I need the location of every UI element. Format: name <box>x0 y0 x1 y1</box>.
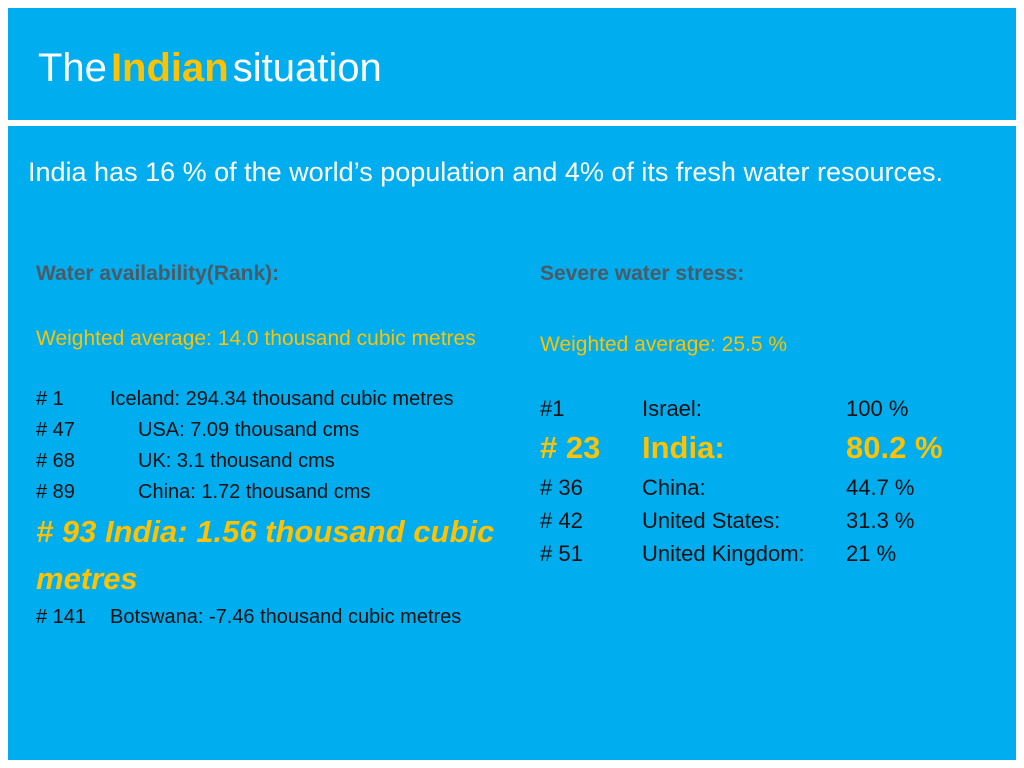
stress-rank: # 51 <box>540 541 583 566</box>
content-box: India has 16 % of the world’s population… <box>8 126 1016 760</box>
availability-text: UK: 3.1 thousand cms <box>138 450 335 472</box>
title-pre: The <box>38 46 107 90</box>
stress-rank: # 36 <box>540 475 583 500</box>
availability-row: # 89 China: 1.72 thousand cms <box>36 477 506 508</box>
availability-rank: # 1 <box>36 388 64 410</box>
availability-row: # 141 Botswana: -7.46 thousand cubic metr… <box>36 602 506 633</box>
stress-rank: # 23 <box>540 430 601 465</box>
stress-country: China: <box>642 475 706 500</box>
stress-row: # 42 United States: 31.3 % <box>540 504 1000 537</box>
stress-rank: #1 <box>540 396 565 421</box>
stress-value: 31.3 % <box>846 508 915 533</box>
stress-row: #1 Israel: 100 % <box>540 392 1000 425</box>
availability-row: # 47 USA: 7.09 thousand cms <box>36 415 506 446</box>
stress-row-india: # 23 India: 80.2 % <box>540 425 1000 471</box>
stress-value: 100 % <box>846 396 909 421</box>
stress-row: # 36 China: 44.7 % <box>540 471 1000 504</box>
stress-rank: # 42 <box>540 508 583 533</box>
stress-value: 21 % <box>846 541 897 566</box>
slide-title: The Indian situation <box>38 44 382 92</box>
water-availability-column: Water availability(Rank): Weighted avera… <box>36 260 506 633</box>
stress-country: United Kingdom: <box>642 541 805 566</box>
stress-country: India: <box>642 430 725 465</box>
availability-text: China: 1.72 thousand cms <box>138 481 371 503</box>
stress-row: # 51 United Kingdom: 21 % <box>540 537 1000 570</box>
availability-text: Botswana: -7.46 thousand cubic metres <box>110 606 462 628</box>
availability-row: # 1 Iceland: 294.34 thousand cubic metres <box>36 384 506 415</box>
availability-text: Iceland: 294.34 thousand cubic metres <box>110 388 454 410</box>
availability-rank: # 68 <box>36 450 75 472</box>
water-stress-column: Severe water stress: Weighted average: 2… <box>540 260 1000 570</box>
water-stress-heading: Severe water stress: <box>540 262 745 285</box>
title-bar: The Indian situation <box>8 8 1016 120</box>
availability-rank: # 141 <box>36 606 87 628</box>
india-availability-highlight: # 93 India: 1.56 thousand cubic metres <box>36 514 495 596</box>
availability-rank: # 47 <box>36 419 75 441</box>
title-highlight: Indian <box>110 46 229 90</box>
water-stress-weighted-average: Weighted average: 25.5 % <box>540 333 788 356</box>
stress-country: United States: <box>642 508 781 533</box>
availability-rank: # 89 <box>36 481 75 503</box>
water-availability-heading: Water availability(Rank): <box>36 262 280 285</box>
stress-value: 80.2 % <box>846 430 943 465</box>
availability-row: # 68 UK: 3.1 thousand cms <box>36 446 506 477</box>
title-post: situation <box>232 46 382 90</box>
availability-text: USA: 7.09 thousand cms <box>138 419 360 441</box>
intro-text: India has 16 % of the world’s population… <box>28 157 944 187</box>
water-availability-weighted-average: Weighted average: 14.0 thousand cubic me… <box>36 327 476 350</box>
stress-value: 44.7 % <box>846 475 915 500</box>
stress-country: Israel: <box>642 396 702 421</box>
